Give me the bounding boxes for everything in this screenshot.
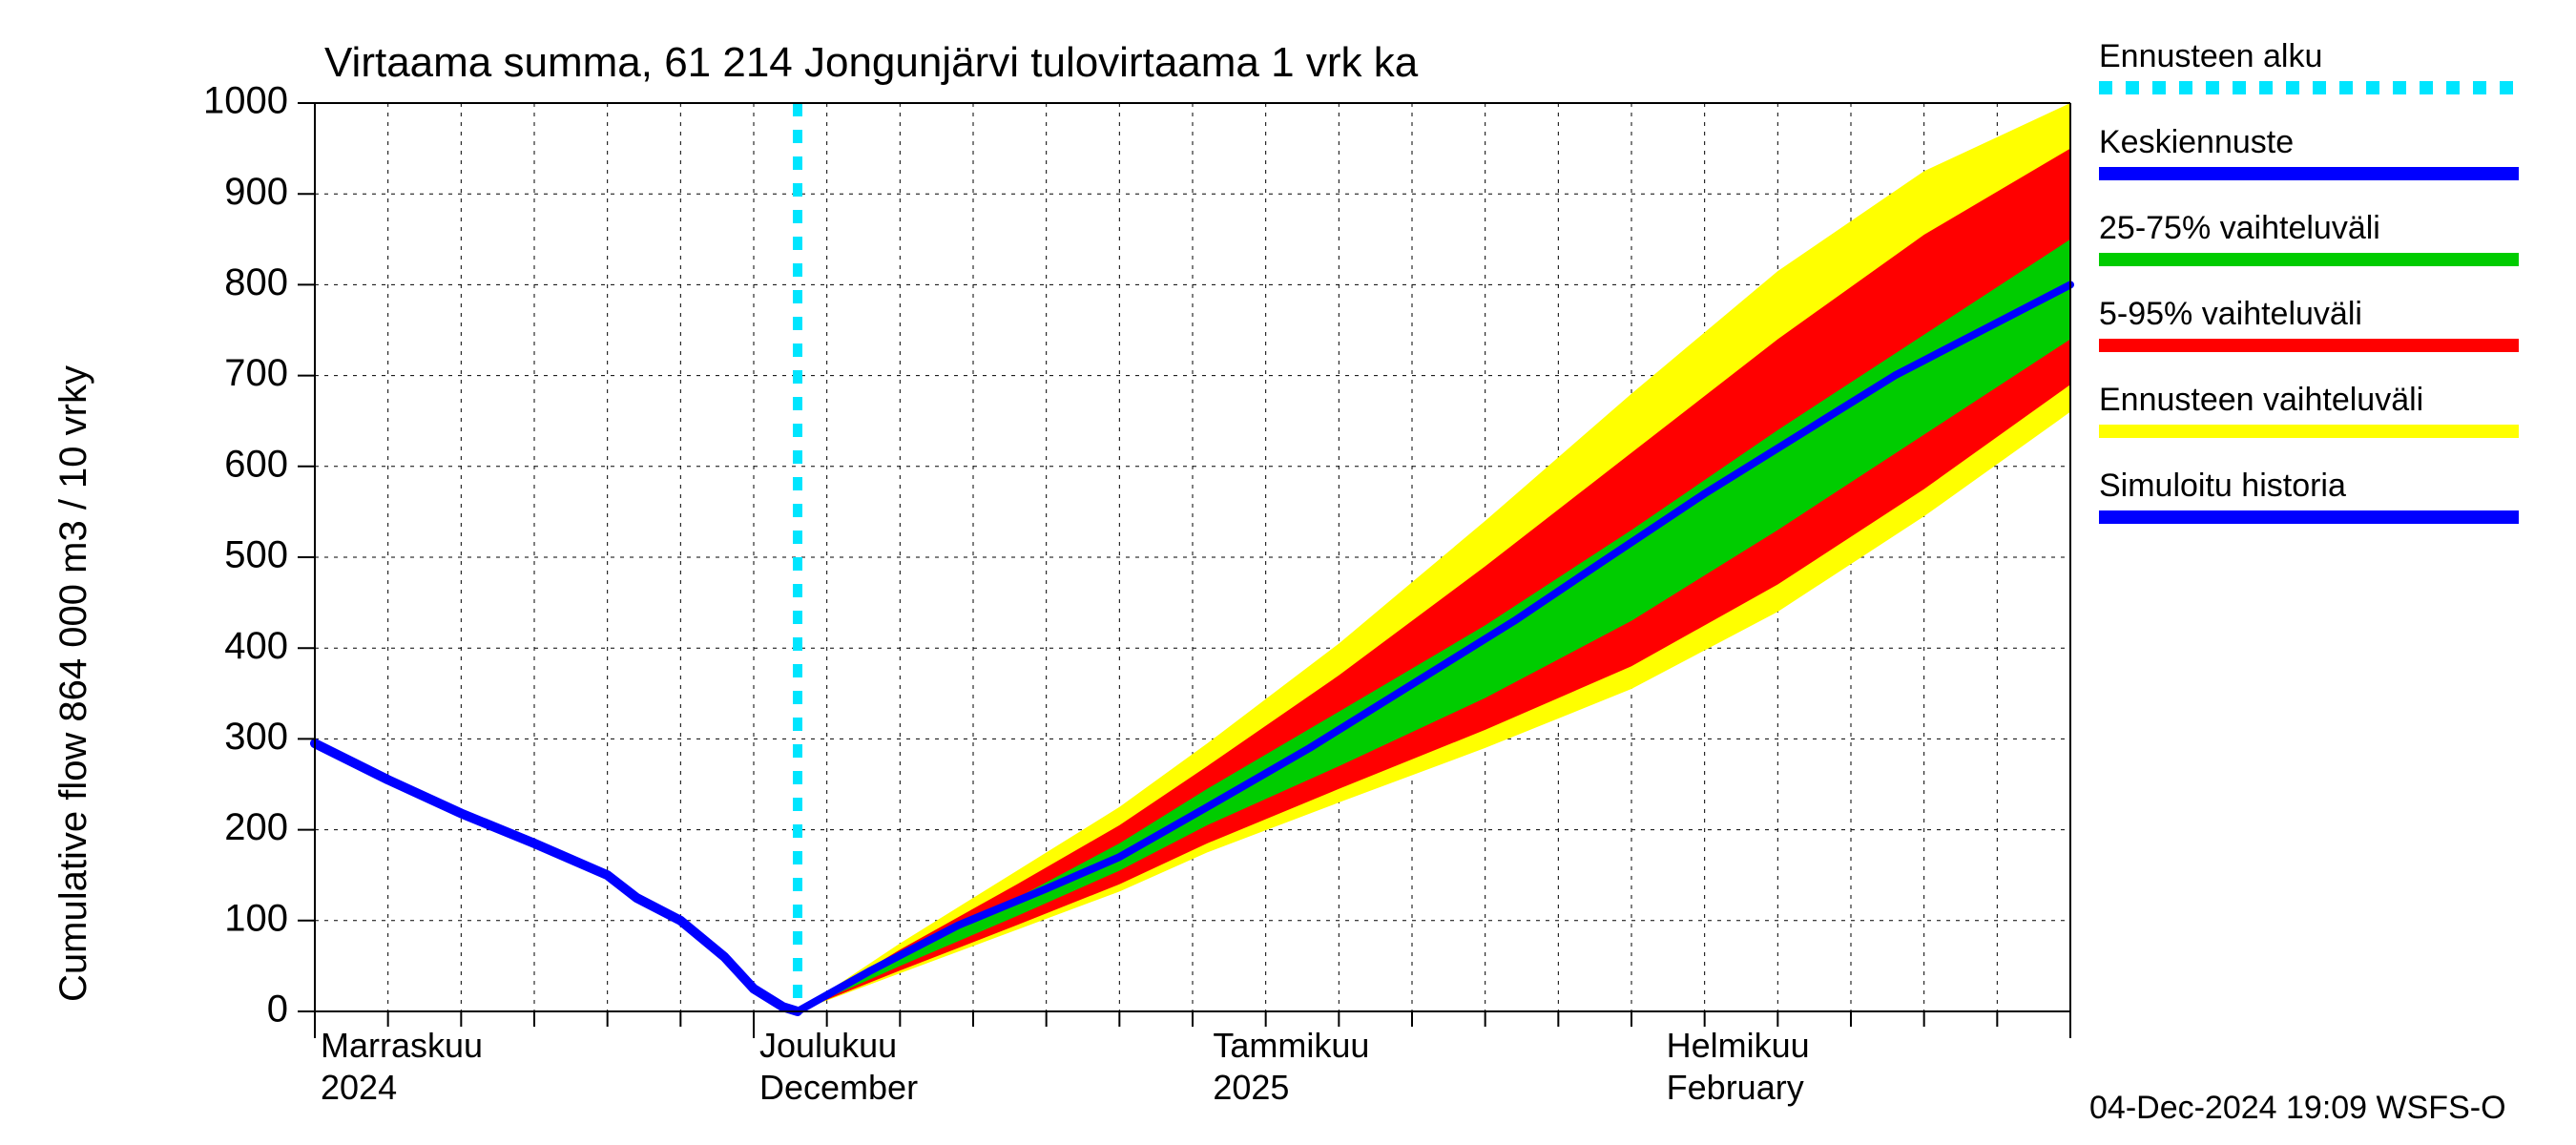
legend-label: Ennusteen alku xyxy=(2099,38,2322,74)
y-tick-label: 1000 xyxy=(203,80,288,122)
y-axis-label: Cumulative flow 864 000 m3 / 10 vrky xyxy=(52,365,94,1002)
legend-label: Ennusteen vaihteluväli xyxy=(2099,382,2423,418)
chart-container: 0 100 200 300 400 500 600 700 800 900 1000 Marrasku… xyxy=(0,0,2576,1145)
y-tick-label: 300 xyxy=(224,716,288,758)
legend-label: 25-75% vaihteluväli xyxy=(2099,210,2380,246)
flow-forecast-chart: 0 100 200 300 400 500 600 700 800 900 1000 Marrasku… xyxy=(0,0,2576,1145)
x-month-label: Helmikuu xyxy=(1667,1026,1810,1065)
y-tick-label: 900 xyxy=(224,171,288,213)
y-tick-label: 400 xyxy=(224,625,288,667)
y-tick-label: 500 xyxy=(224,534,288,576)
legend-label: Keskiennuste xyxy=(2099,124,2294,160)
legend-label: 5-95% vaihteluväli xyxy=(2099,296,2362,332)
y-tick-label: 100 xyxy=(224,897,288,939)
y-tick-label: 0 xyxy=(267,989,288,1030)
x-month-label: Joulukuu xyxy=(759,1026,897,1065)
y-tick-label: 800 xyxy=(224,261,288,303)
x-month-label-sub: February xyxy=(1667,1068,1804,1107)
x-month-label: Marraskuu xyxy=(321,1026,483,1065)
x-month-label-sub: 2025 xyxy=(1213,1068,1289,1107)
y-tick-label: 600 xyxy=(224,443,288,485)
chart-footer: 04-Dec-2024 19:09 WSFS-O xyxy=(2089,1090,2506,1126)
x-month-label-sub: 2024 xyxy=(321,1068,397,1107)
x-month-label: Tammikuu xyxy=(1213,1026,1369,1065)
y-tick-label: 700 xyxy=(224,352,288,394)
chart-title: Virtaama summa, 61 214 Jongunjärvi tulov… xyxy=(324,39,1419,86)
x-month-label-sub: December xyxy=(759,1068,918,1107)
legend-label: Simuloitu historia xyxy=(2099,468,2346,504)
y-tick-label: 200 xyxy=(224,806,288,848)
